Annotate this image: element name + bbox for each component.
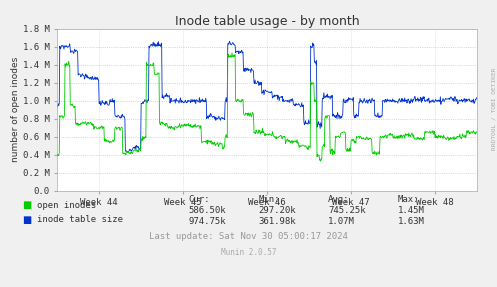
Text: 1.45M: 1.45M bbox=[398, 205, 424, 215]
Text: 974.75k: 974.75k bbox=[189, 217, 227, 226]
Text: 745.25k: 745.25k bbox=[328, 205, 366, 215]
Y-axis label: number of open inodes: number of open inodes bbox=[11, 57, 20, 162]
Text: 297.20k: 297.20k bbox=[258, 205, 296, 215]
Text: Cur:: Cur: bbox=[189, 195, 210, 204]
Text: 1.07M: 1.07M bbox=[328, 217, 355, 226]
Text: RRDTOOL / TOBI OETIKER: RRDTOOL / TOBI OETIKER bbox=[491, 68, 496, 150]
Title: Inode table usage - by month: Inode table usage - by month bbox=[175, 15, 359, 28]
Text: 586.50k: 586.50k bbox=[189, 205, 227, 215]
Text: open inodes: open inodes bbox=[37, 201, 96, 210]
Text: Last update: Sat Nov 30 05:00:17 2024: Last update: Sat Nov 30 05:00:17 2024 bbox=[149, 232, 348, 241]
Text: inode table size: inode table size bbox=[37, 215, 123, 224]
Text: ■: ■ bbox=[22, 200, 32, 210]
Text: 1.63M: 1.63M bbox=[398, 217, 424, 226]
Text: Munin 2.0.57: Munin 2.0.57 bbox=[221, 248, 276, 257]
Text: Avg:: Avg: bbox=[328, 195, 349, 204]
Text: Min:: Min: bbox=[258, 195, 280, 204]
Text: Max:: Max: bbox=[398, 195, 419, 204]
Text: ■: ■ bbox=[22, 215, 32, 224]
Text: 361.98k: 361.98k bbox=[258, 217, 296, 226]
